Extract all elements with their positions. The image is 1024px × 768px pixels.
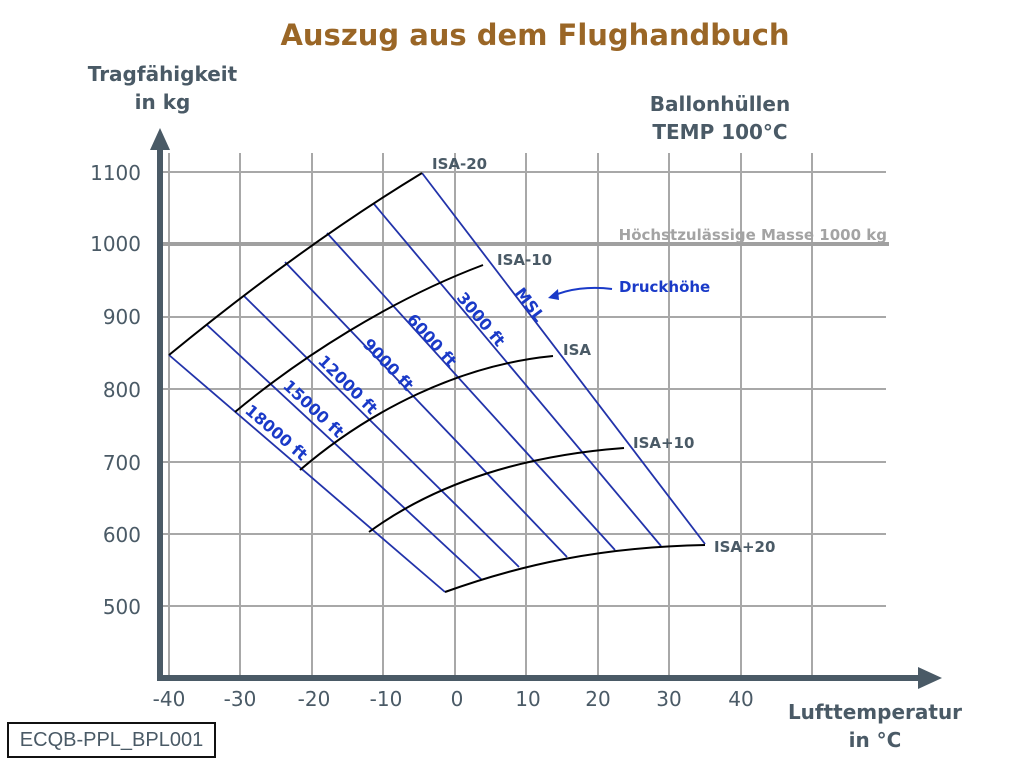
- y-axis-label-line1: Tragfähigkeit: [87, 62, 238, 86]
- y-axis-arrow-icon: [150, 128, 170, 150]
- altitude-line-6000: [326, 232, 616, 551]
- max-mass-label: Höchstzulässige Masse 1000 kg: [619, 226, 887, 244]
- subtitle-line1: Ballonhüllen: [649, 92, 791, 116]
- y-tick-800: 800: [103, 378, 141, 402]
- x-tick-minus-10: -10: [370, 687, 403, 711]
- y-tick-1100: 1100: [90, 161, 141, 185]
- isa-minus-20-curve: [168, 172, 423, 356]
- altitude-line-9000: [284, 261, 568, 558]
- x-tick-20: 20: [585, 687, 610, 711]
- label-3000ft: 3000 ft: [453, 288, 509, 350]
- subtitle-line2: TEMP 100°C: [652, 120, 788, 144]
- y-tick-600: 600: [103, 523, 141, 547]
- altitude-line-msl: [421, 172, 706, 545]
- label-msl: MSL: [511, 284, 549, 325]
- isa-curve: [299, 355, 554, 471]
- isa-minus-10-curve: [234, 264, 484, 413]
- x-tick-minus-30: -30: [224, 687, 257, 711]
- y-axis-label-line2: in kg: [134, 90, 191, 114]
- question-code-box: ECQB-PPL_BPL001: [7, 722, 216, 758]
- horizontal-gridlines: [160, 171, 886, 607]
- x-tick-40: 40: [728, 687, 753, 711]
- y-tick-900: 900: [103, 305, 141, 329]
- label-isa-minus-20: ISA-20: [432, 155, 487, 173]
- chart-title: Auszug aus dem Flughandbuch: [280, 18, 790, 52]
- x-axis-label-line1: Lufttemperatur: [787, 700, 963, 724]
- x-axis-line: [157, 675, 922, 681]
- isa-curves: [168, 172, 706, 593]
- isa-plus-20-curve: [444, 544, 706, 593]
- altitude-line-12000: [243, 295, 520, 568]
- y-tick-500: 500: [103, 595, 141, 619]
- label-18000ft: 18000 ft: [241, 401, 311, 465]
- label-isa-minus-10: ISA-10: [497, 251, 552, 269]
- y-tick-1000: 1000: [90, 232, 141, 256]
- x-axis-label-line2: in °C: [848, 728, 902, 752]
- x-axis-label: Lufttemperatur in °C: [770, 698, 980, 754]
- altitude-line-15000: [206, 324, 483, 581]
- label-isa-plus-20: ISA+20: [714, 538, 775, 556]
- altitude-line-18000: [168, 354, 446, 593]
- y-axis-line: [157, 146, 163, 680]
- y-tick-700: 700: [103, 451, 141, 475]
- y-axis-label: Tragfähigkeit in kg: [60, 60, 265, 116]
- label-isa: ISA: [563, 341, 591, 359]
- x-tick-0: 0: [451, 687, 464, 711]
- label-6000ft: 6000 ft: [403, 310, 461, 371]
- axes: [150, 128, 942, 689]
- isa-plus-10-curve: [368, 447, 625, 533]
- pressure-altitude-lines: [168, 172, 706, 593]
- label-9000ft: 9000 ft: [359, 335, 418, 395]
- druckhoehe-label: Druckhöhe: [619, 278, 710, 296]
- chart-subtitle: Ballonhüllen TEMP 100°C: [620, 90, 820, 146]
- x-tick-30: 30: [656, 687, 681, 711]
- druckhoehe-arrow-icon: [552, 286, 613, 297]
- x-tick-10: 10: [515, 687, 540, 711]
- x-tick-minus-40: -40: [153, 687, 186, 711]
- x-tick-minus-20: -20: [298, 687, 331, 711]
- altitude-line-3000: [373, 203, 662, 547]
- label-isa-plus-10: ISA+10: [633, 434, 694, 452]
- x-axis-arrow-icon: [918, 667, 942, 689]
